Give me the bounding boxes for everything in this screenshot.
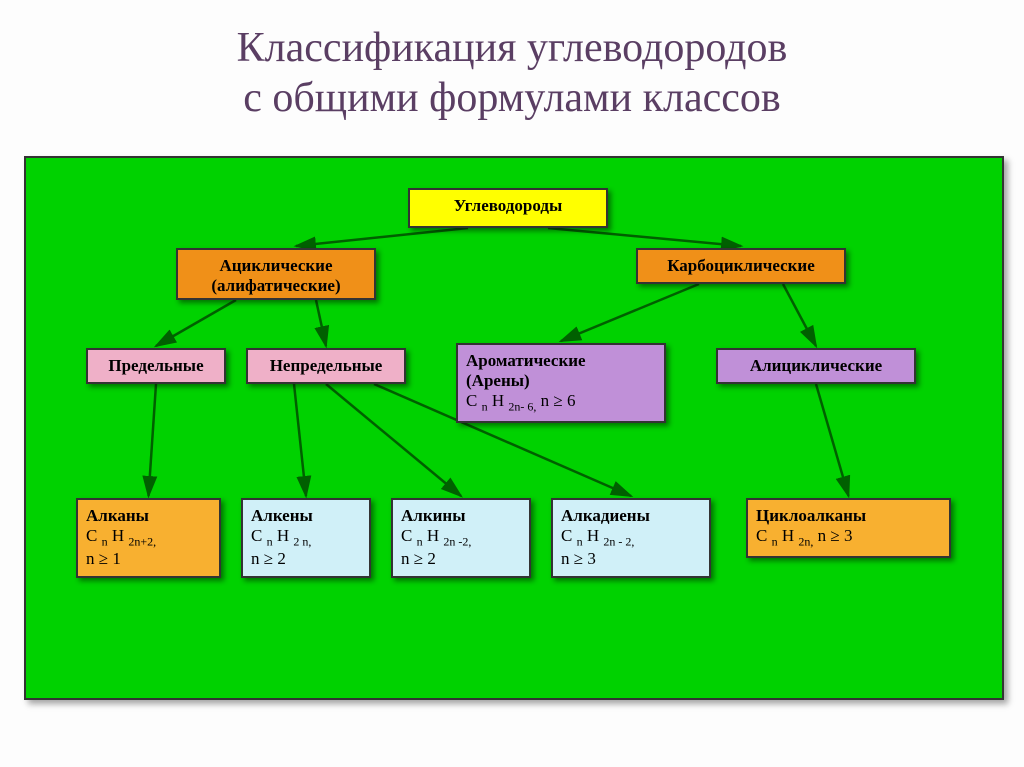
node-saturated: Предельные [86,348,226,384]
edge-acyclic-unsaturated [316,300,326,346]
edges-layer [26,158,1002,698]
slide: Классификация углеводородов с общими фор… [0,0,1024,767]
title-line-1: Классификация углеводородов [237,25,788,71]
edge-alicyclic-cycloalkanes [816,384,849,496]
diagram-canvas: Углеводороды Ациклические(алифатические) К… [24,156,1004,700]
node-alicyclic: Алициклические [716,348,916,384]
node-unsaturated: Непредельные [246,348,406,384]
node-aromatic: Ароматические(Арены)С n H 2n- 6, n ≥ 6 [456,343,666,423]
edge-carbo-alicyclic [783,284,816,346]
node-alkanes: АлканыС n H 2n+2,n ≥ 1 [76,498,221,578]
node-alkadienes: АлкадиеныС n H 2n - 2,n ≥ 3 [551,498,711,578]
node-alkynes: АлкиныС n H 2n -2,n ≥ 2 [391,498,531,578]
edge-carbo-aromatic [561,284,699,341]
title-line-2: с общими формулами классов [243,75,780,121]
edge-acyclic-saturated [156,300,236,346]
edge-root-acyclic [296,228,468,246]
node-cycloalkanes: ЦиклоалканыС n H 2n, n ≥ 3 [746,498,951,558]
node-carbo: Карбоциклические [636,248,846,284]
slide-title: Классификация углеводородов с общими фор… [0,24,1024,123]
node-acyclic: Ациклические(алифатические) [176,248,376,300]
edge-saturated-alkanes [149,384,157,496]
edge-root-carbo [548,228,741,246]
node-alkenes: АлкеныС n H 2 n,n ≥ 2 [241,498,371,578]
node-root: Углеводороды [408,188,608,228]
edge-unsaturated-alkenes [294,384,306,496]
edge-unsaturated-alkynes [326,384,461,496]
